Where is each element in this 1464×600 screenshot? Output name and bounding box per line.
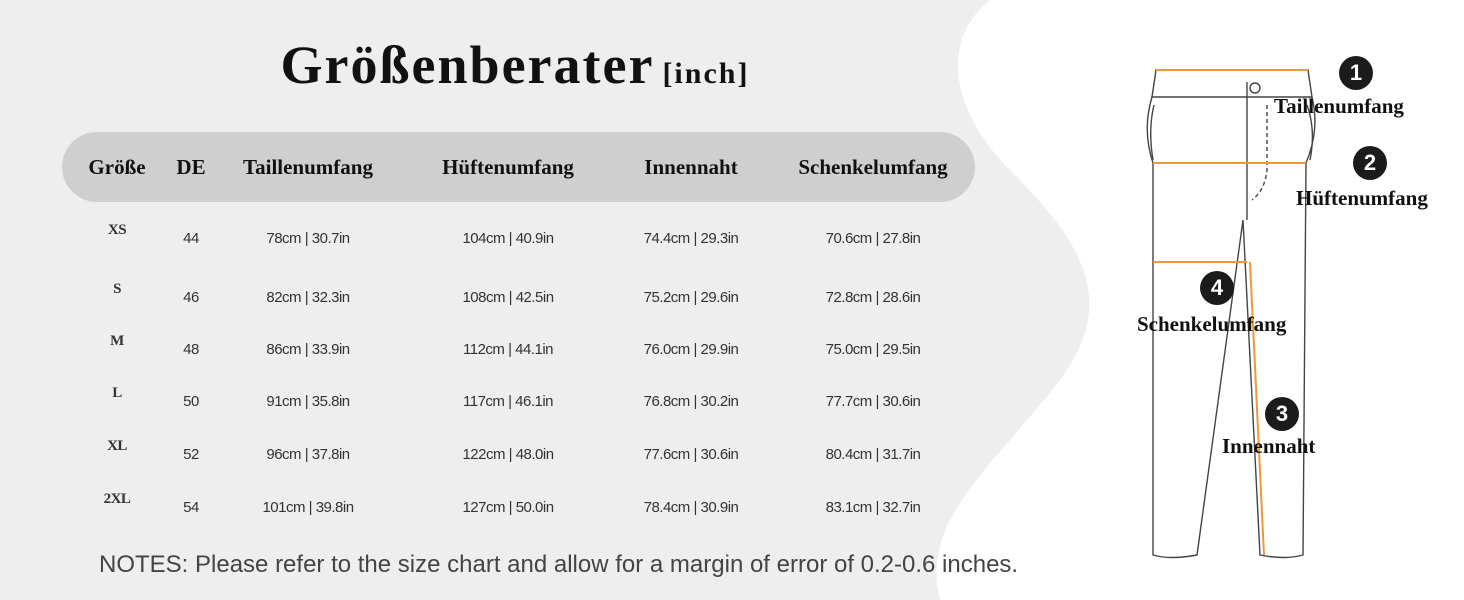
table-cell: 78cm | 30.7in — [266, 230, 350, 247]
page-title: Größenberater [inch] — [0, 34, 1030, 96]
table-cell: 77.6cm | 30.6in — [643, 446, 739, 463]
table-cell: 117cm | 46.1in — [462, 393, 554, 410]
table-cell: 83.1cm | 32.7in — [825, 499, 921, 516]
size-label: M — [110, 333, 124, 349]
notes-text: NOTES: Please refer to the size chart an… — [99, 551, 1019, 578]
number-badge-icon: 1 — [1339, 56, 1373, 90]
measurement-label: Taillenumfang — [1274, 94, 1404, 118]
table-cell: 44 — [183, 230, 199, 247]
table-cell: 82cm | 32.3in — [266, 289, 350, 306]
table-cell: 127cm | 50.0in — [462, 499, 554, 516]
table-cell: 112cm | 44.1in — [462, 341, 554, 358]
table-cell: 104cm | 40.9in — [462, 230, 554, 247]
table-cell: 76.8cm | 30.2in — [643, 393, 739, 410]
table-cell: 101cm | 39.8in — [262, 499, 354, 516]
table-cell: 52 — [183, 446, 199, 463]
table-cell: 72.8cm | 28.6in — [825, 289, 921, 306]
size-label: L — [112, 385, 122, 401]
table-cell: 91cm | 35.8in — [266, 393, 350, 410]
table-header — [62, 132, 975, 202]
column-header: Hüftenumfang — [442, 155, 574, 179]
number-badge-icon: 4 — [1200, 271, 1234, 305]
pants-diagram — [1146, 69, 1316, 559]
size-label: S — [113, 281, 121, 297]
table-cell: 70.6cm | 27.8in — [825, 230, 921, 247]
title-text: Größenberater — [280, 35, 655, 95]
table-cell: 108cm | 42.5in — [462, 289, 554, 306]
column-header: Taillenumfang — [243, 155, 373, 179]
column-header: Größe — [88, 155, 146, 179]
number-badge-icon: 2 — [1353, 146, 1387, 180]
table-cell: 74.4cm | 29.3in — [643, 230, 739, 247]
table-cell: 46 — [183, 289, 199, 306]
table-cell: 75.2cm | 29.6in — [643, 289, 739, 306]
table-cell: 54 — [183, 499, 199, 516]
measurement-label: Hüftenumfang — [1296, 186, 1428, 210]
table-cell: 96cm | 37.8in — [266, 446, 350, 463]
size-label: XL — [107, 438, 127, 454]
measurement-label: Schenkelumfang — [1137, 312, 1287, 336]
measurement-label: Innennaht — [1222, 434, 1316, 458]
column-header: Innennaht — [644, 155, 738, 179]
table-cell: 75.0cm | 29.5in — [825, 341, 921, 358]
column-header: DE — [176, 155, 206, 179]
table-cell: 77.7cm | 30.6in — [825, 393, 921, 410]
table-cell: 122cm | 48.0in — [462, 446, 554, 463]
table-cell: 48 — [183, 341, 199, 358]
table-cell: 76.0cm | 29.9in — [643, 341, 739, 358]
table-cell: 80.4cm | 31.7in — [825, 446, 921, 463]
number-badge-icon: 3 — [1265, 397, 1299, 431]
size-label: XS — [107, 222, 127, 238]
table-cell: 86cm | 33.9in — [266, 341, 350, 358]
unit-label: [inch] — [662, 57, 750, 90]
column-header: Schenkelumfang — [798, 155, 948, 179]
size-label: 2XL — [103, 491, 131, 507]
table-cell: 50 — [183, 393, 199, 410]
table-cell: 78.4cm | 30.9in — [643, 499, 739, 516]
